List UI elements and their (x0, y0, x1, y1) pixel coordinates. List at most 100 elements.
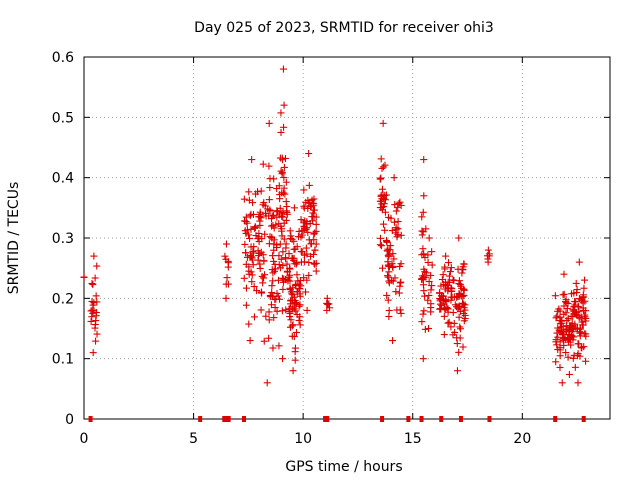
data-point (553, 341, 561, 349)
data-point (564, 353, 572, 361)
data-point (383, 247, 391, 255)
data-point (449, 309, 457, 317)
data-point (258, 272, 266, 280)
data-point (305, 150, 313, 158)
data-point (312, 227, 320, 235)
data-point (259, 279, 267, 287)
data-point (276, 264, 284, 272)
data-point (250, 313, 258, 321)
data-point (275, 182, 283, 190)
data-point (573, 289, 581, 297)
data-point (575, 314, 583, 322)
data-point (396, 198, 404, 206)
data-point (277, 255, 285, 263)
data-point (379, 264, 387, 272)
data-point (224, 259, 232, 267)
data-point (311, 260, 319, 268)
data-point (92, 308, 100, 316)
data-point (457, 325, 465, 333)
data-point (265, 316, 273, 324)
data-point (394, 218, 402, 226)
data-point (396, 282, 404, 290)
data-point (418, 213, 426, 221)
data-point (303, 218, 311, 226)
data-point (323, 294, 331, 302)
data-point (570, 333, 578, 341)
zero-data-point (419, 416, 424, 422)
data-point (557, 323, 565, 331)
data-point (460, 286, 468, 294)
data-point (577, 296, 585, 304)
y-tick-label: 0.1 (52, 352, 74, 368)
data-point (240, 195, 248, 203)
zero-data-point (224, 416, 229, 422)
data-point (256, 210, 264, 218)
data-point (92, 317, 100, 325)
data-point (562, 322, 570, 330)
data-point (305, 236, 313, 244)
data-point (93, 262, 101, 270)
data-point (564, 299, 572, 307)
data-point (420, 265, 428, 273)
data-point (376, 234, 384, 242)
data-points (80, 65, 590, 422)
data-point (425, 325, 433, 332)
zero-data-point (553, 416, 558, 422)
data-point (249, 199, 257, 207)
data-point (280, 163, 288, 171)
data-point (221, 252, 229, 260)
data-point (283, 260, 291, 268)
data-point (574, 350, 582, 358)
data-point (93, 298, 101, 306)
data-point (269, 221, 277, 229)
data-point (455, 313, 463, 321)
data-point (276, 204, 284, 212)
data-point (440, 331, 448, 339)
data-point (443, 281, 451, 289)
data-point (581, 297, 589, 305)
data-point (389, 250, 397, 258)
data-point (461, 311, 469, 319)
data-point (242, 260, 250, 268)
data-point (459, 343, 467, 351)
data-point (268, 212, 276, 220)
data-point (289, 367, 297, 375)
data-point (419, 355, 427, 363)
data-point (283, 210, 291, 218)
zero-data-point (241, 416, 246, 422)
data-point (420, 287, 428, 295)
data-point (311, 229, 319, 237)
data-point (395, 289, 403, 297)
data-point (389, 277, 397, 285)
data-point (286, 309, 294, 317)
x-tick-label: 10 (294, 431, 312, 447)
data-point (251, 223, 259, 231)
data-point (298, 248, 306, 256)
data-point (286, 313, 294, 321)
data-point (392, 288, 400, 296)
data-point (383, 238, 391, 246)
data-point (275, 295, 283, 303)
data-point (248, 278, 256, 286)
data-point (282, 216, 290, 224)
data-point (279, 189, 287, 197)
data-point (279, 285, 287, 293)
data-point (455, 348, 463, 356)
data-point (377, 175, 385, 183)
data-point (439, 271, 447, 279)
data-point (581, 313, 589, 321)
data-point (297, 216, 305, 224)
data-point (438, 301, 446, 309)
data-point (278, 209, 286, 217)
data-point (303, 250, 311, 258)
data-point (286, 235, 294, 243)
data-point (290, 204, 298, 212)
data-point (268, 288, 276, 296)
data-point (420, 192, 428, 200)
data-point (222, 240, 230, 248)
y-tick-label: 0.2 (52, 291, 74, 307)
data-point (250, 283, 258, 291)
data-point (222, 294, 230, 302)
data-point (246, 337, 254, 345)
data-point (240, 217, 248, 225)
